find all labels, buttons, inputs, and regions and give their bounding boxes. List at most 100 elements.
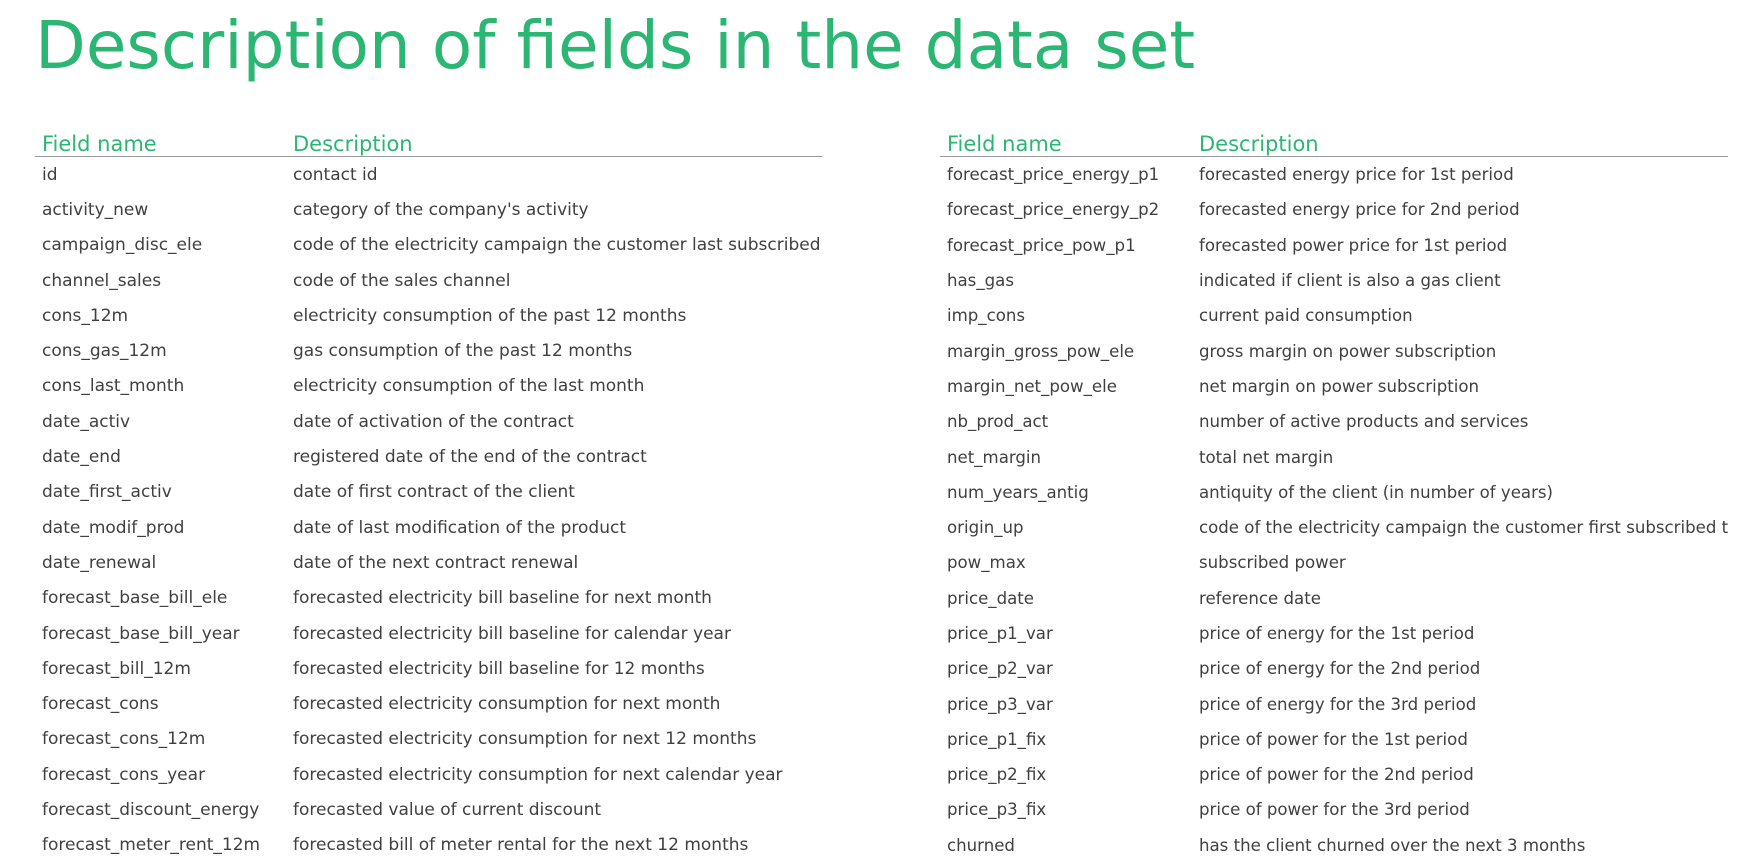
table-row: forecast_base_bill_year forecasted electr…: [35, 616, 822, 651]
table-row: forecast_discount_energy forecasted value…: [35, 792, 822, 827]
table-row: date_end registered date of the end of th…: [35, 439, 822, 474]
field-name-cell: forecast_discount_energy: [42, 799, 260, 820]
description-cell: forecasted bill of meter rental for the …: [293, 835, 749, 856]
description-header: Description: [286, 125, 822, 157]
table-row: cons_12m electricity consumption of the p…: [35, 298, 822, 333]
field-name-cell: num_years_antig: [947, 482, 1089, 502]
description-cell: price of power for the 3rd period: [1199, 800, 1470, 820]
description-cell: forecasted energy price for 2nd period: [1199, 200, 1520, 220]
field-name-cell: forecast_cons: [42, 694, 159, 715]
description-cell: number of active products and services: [1199, 412, 1529, 432]
table-row: cons_last_month electricity consumption o…: [35, 369, 822, 404]
field-name-cell: date_renewal: [42, 552, 157, 573]
description-cell: category of the company's activity: [293, 199, 589, 220]
field-name-cell: pow_max: [947, 553, 1026, 573]
description-cell: forecasted electricity bill baseline for…: [293, 588, 712, 609]
field-name-cell: price_p3_fix: [947, 800, 1047, 820]
description-cell: date of first contract of the client: [293, 482, 575, 503]
description-cell: forecasted electricity bill baseline for…: [293, 658, 705, 679]
page-title: Description of fields in the data set: [35, 7, 1196, 84]
description-cell: forecasted electricity consumption for n…: [293, 729, 757, 750]
table-row: price_p3_fix price of power for the 3rd p…: [940, 792, 1728, 827]
field-name-cell: forecast_cons_year: [42, 764, 206, 785]
field-name-header: Field name: [35, 125, 286, 157]
field-name-cell: cons_gas_12m: [42, 341, 167, 362]
field-name-cell: margin_net_pow_ele: [947, 376, 1117, 396]
description-cell: date of last modification of the product: [293, 517, 626, 538]
description-cell: gas consumption of the past 12 months: [293, 341, 633, 362]
table-row: nb_prod_act number of active products and…: [940, 404, 1728, 439]
table-row: forecast_base_bill_ele forecasted electri…: [35, 581, 822, 616]
description-cell: price of energy for the 1st period: [1199, 624, 1475, 643]
table-row: margin_net_pow_ele net margin on power su…: [940, 369, 1728, 404]
field-name-cell: origin_up: [947, 518, 1024, 538]
field-name-cell: margin_gross_pow_ele: [947, 341, 1135, 361]
table-row: origin_up code of the electricity campaig…: [940, 510, 1728, 545]
field-name-cell: forecast_cons_12m: [42, 729, 206, 750]
field-name-cell: price_date: [947, 588, 1035, 608]
field-name-cell: price_p2_fix: [947, 765, 1047, 785]
table-row: channel_sales code of the sales channel: [35, 263, 822, 298]
field-name-cell: price_p1_fix: [947, 729, 1047, 749]
table-row: forecast_meter_rent_12m forecasted bill o…: [35, 828, 822, 863]
description-cell: date of the next contract renewal: [293, 552, 579, 573]
table-header-row: Field name Description: [35, 125, 822, 157]
description-cell: registered date of the end of the contra…: [293, 447, 647, 468]
description-cell: price of power for the 1st period: [1199, 729, 1468, 749]
field-name-cell: forecast_price_pow_p1: [947, 235, 1136, 255]
field-name-cell: activity_new: [42, 199, 149, 220]
table-row: num_years_antig antiquity of the client (…: [940, 475, 1728, 510]
field-name-cell: net_margin: [947, 447, 1042, 467]
description-cell: forecasted power price for 1st period: [1199, 235, 1508, 255]
description-cell: indicated if client is also a gas client: [1199, 271, 1501, 291]
table-row: price_p2_fix price of power for the 2nd p…: [940, 757, 1728, 792]
field-name-cell: price_p3_var: [947, 694, 1053, 714]
description-cell: price of energy for the 3rd period: [1199, 694, 1477, 714]
table-row: forecast_price_energy_p2 forecasted energ…: [940, 192, 1728, 227]
field-name-cell: churned: [947, 835, 1015, 855]
field-name-cell: has_gas: [947, 271, 1014, 291]
field-name-cell: forecast_base_bill_ele: [42, 588, 228, 609]
description-cell: contact id: [293, 164, 378, 185]
field-name-cell: imp_cons: [947, 306, 1026, 326]
description-cell: electricity consumption of the past 12 m…: [293, 305, 687, 326]
description-header: Description: [1192, 125, 1728, 157]
field-name-cell: id: [42, 164, 58, 185]
description-cell: code of the electricity campaign the cus…: [293, 235, 822, 256]
description-cell: forecasted energy price for 1st period: [1199, 165, 1514, 185]
description-cell: forecasted electricity bill baseline for…: [293, 623, 731, 644]
field-name-cell: cons_last_month: [42, 376, 185, 397]
table-row: forecast_cons forecasted electricity cons…: [35, 686, 822, 721]
field-name-cell: date_modif_prod: [42, 517, 185, 538]
field-name-cell: date_activ: [42, 411, 131, 432]
field-name-cell: date_first_activ: [42, 482, 172, 503]
description-cell: forecasted value of current discount: [293, 799, 602, 820]
table-row: date_modif_prod date of last modification…: [35, 510, 822, 545]
field-name-header: Field name: [940, 125, 1192, 157]
field-name-cell: forecast_price_energy_p1: [947, 165, 1160, 185]
table-body: forecast_price_energy_p1 forecasted energ…: [940, 157, 1728, 863]
description-cell: code of the electricity campaign the cus…: [1199, 518, 1728, 538]
field-name-cell: nb_prod_act: [947, 412, 1049, 432]
table-row: forecast_bill_12m forecasted electricity …: [35, 651, 822, 686]
table-row: date_renewal date of the next contract re…: [35, 545, 822, 580]
table-row: price_date reference date: [940, 581, 1728, 616]
field-name-cell: forecast_price_energy_p2: [947, 200, 1160, 220]
table-row: date_first_activ date of first contract o…: [35, 475, 822, 510]
description-cell: subscribed power: [1199, 553, 1346, 573]
table-row: price_p1_var price of energy for the 1st …: [940, 616, 1728, 651]
fields-table-right: Field name Description forecast_price_en…: [940, 125, 1728, 863]
table-row: has_gas indicated if client is also a gas…: [940, 263, 1728, 298]
description-cell: reference date: [1199, 588, 1321, 608]
description-cell: price of energy for the 2nd period: [1199, 659, 1481, 679]
table-row: cons_gas_12m gas consumption of the past …: [35, 333, 822, 368]
table-row: net_margin total net margin: [940, 439, 1728, 474]
field-name-cell: forecast_meter_rent_12m: [42, 835, 261, 856]
table-row: margin_gross_pow_ele gross margin on powe…: [940, 333, 1728, 368]
description-cell: total net margin: [1199, 447, 1334, 467]
field-name-cell: forecast_base_bill_year: [42, 623, 240, 644]
description-cell: electricity consumption of the last mont…: [293, 376, 645, 397]
table-row: price_p3_var price of energy for the 3rd …: [940, 686, 1728, 721]
table-row: forecast_price_energy_p1 forecasted energ…: [940, 157, 1728, 193]
field-name-cell: cons_12m: [42, 305, 129, 326]
